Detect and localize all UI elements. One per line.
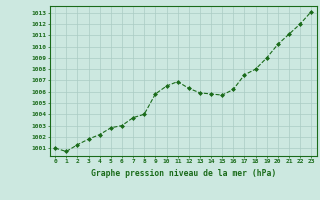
X-axis label: Graphe pression niveau de la mer (hPa): Graphe pression niveau de la mer (hPa) bbox=[91, 169, 276, 178]
